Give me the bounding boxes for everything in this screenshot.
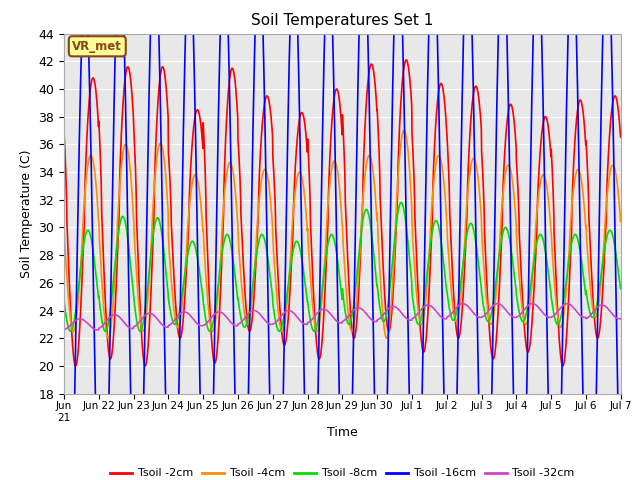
Y-axis label: Soil Temperature (C): Soil Temperature (C) bbox=[20, 149, 33, 278]
Tsoil -32cm bbox=[609, 312, 617, 318]
Tsoil -2cm bbox=[510, 120, 518, 125]
Tsoil -4cm bbox=[400, 128, 408, 133]
Tsoil -2cm bbox=[60, 128, 68, 134]
Line: Tsoil -2cm: Tsoil -2cm bbox=[64, 60, 621, 366]
Tsoil -8cm bbox=[609, 234, 617, 240]
Tsoil -4cm bbox=[617, 218, 625, 224]
Line: Tsoil -8cm: Tsoil -8cm bbox=[64, 203, 621, 331]
Line: Tsoil -32cm: Tsoil -32cm bbox=[64, 303, 621, 330]
Title: Soil Temperatures Set 1: Soil Temperatures Set 1 bbox=[252, 13, 433, 28]
Text: VR_met: VR_met bbox=[72, 40, 122, 53]
Tsoil -16cm bbox=[542, 244, 550, 250]
Tsoil -8cm bbox=[542, 250, 550, 256]
Tsoil -4cm bbox=[236, 261, 244, 266]
Tsoil -32cm bbox=[60, 327, 68, 333]
Tsoil -32cm bbox=[459, 300, 467, 306]
Tsoil -32cm bbox=[376, 315, 384, 321]
Tsoil -16cm bbox=[510, 435, 518, 441]
Tsoil -4cm bbox=[542, 178, 550, 183]
Tsoil -8cm bbox=[67, 328, 74, 334]
Tsoil -4cm bbox=[116, 181, 124, 187]
Tsoil -32cm bbox=[617, 316, 625, 322]
Tsoil -8cm bbox=[116, 221, 124, 227]
X-axis label: Time: Time bbox=[327, 426, 358, 439]
Tsoil -8cm bbox=[236, 309, 244, 315]
Tsoil -4cm bbox=[510, 195, 518, 201]
Tsoil -8cm bbox=[617, 286, 625, 292]
Tsoil -2cm bbox=[617, 134, 625, 140]
Tsoil -8cm bbox=[397, 200, 405, 205]
Tsoil -32cm bbox=[542, 313, 550, 319]
Tsoil -16cm bbox=[609, 118, 617, 124]
Tsoil -8cm bbox=[376, 305, 384, 311]
Tsoil -2cm bbox=[403, 57, 410, 63]
Tsoil -2cm bbox=[236, 174, 244, 180]
Tsoil -2cm bbox=[376, 176, 384, 181]
Tsoil -2cm bbox=[542, 114, 550, 120]
Tsoil -4cm bbox=[609, 162, 617, 168]
Tsoil -4cm bbox=[60, 222, 68, 228]
Tsoil -32cm bbox=[93, 327, 101, 333]
Line: Tsoil -4cm: Tsoil -4cm bbox=[64, 131, 621, 338]
Tsoil -8cm bbox=[60, 297, 68, 303]
Tsoil -4cm bbox=[376, 267, 384, 273]
Tsoil -32cm bbox=[236, 320, 244, 326]
Line: Tsoil -16cm: Tsoil -16cm bbox=[64, 0, 621, 480]
Tsoil -8cm bbox=[510, 272, 518, 277]
Tsoil -2cm bbox=[609, 98, 617, 104]
Tsoil -32cm bbox=[116, 314, 124, 320]
Tsoil -32cm bbox=[510, 314, 518, 320]
Tsoil -4cm bbox=[104, 336, 112, 341]
Legend: Tsoil -2cm, Tsoil -4cm, Tsoil -8cm, Tsoil -16cm, Tsoil -32cm: Tsoil -2cm, Tsoil -4cm, Tsoil -8cm, Tsoi… bbox=[106, 464, 579, 480]
Tsoil -2cm bbox=[116, 172, 124, 178]
Tsoil -2cm bbox=[72, 363, 79, 369]
